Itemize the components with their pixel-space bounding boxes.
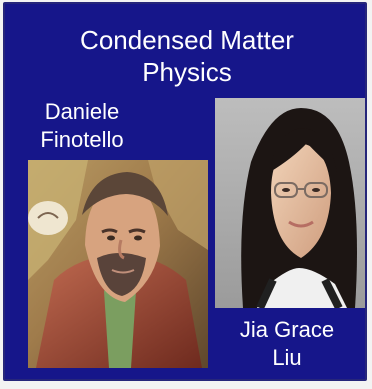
title-line-2: Physics — [142, 57, 232, 87]
portrait-photo-icon — [28, 160, 208, 368]
people-panel: Condensed Matter Physics Daniele Finotel… — [3, 2, 367, 381]
panel-title: Condensed Matter Physics — [5, 24, 365, 88]
portrait-photo-icon — [215, 98, 365, 308]
person-name-daniele-finotello: Daniele Finotello — [27, 98, 137, 154]
title-line-1: Condensed Matter — [80, 25, 294, 55]
person-name-line-2: Finotello — [40, 127, 124, 152]
person-name-line-1: Jia Grace — [239, 317, 335, 342]
portrait-photo-jia-grace-liu — [215, 98, 365, 308]
person-name-line-2: Liu — [272, 345, 302, 370]
person-name-jia-grace-liu: Jia Grace Liu — [217, 316, 357, 372]
person-name-line-1: Daniele — [44, 99, 120, 124]
portrait-photo-daniele-finotello — [28, 160, 208, 368]
